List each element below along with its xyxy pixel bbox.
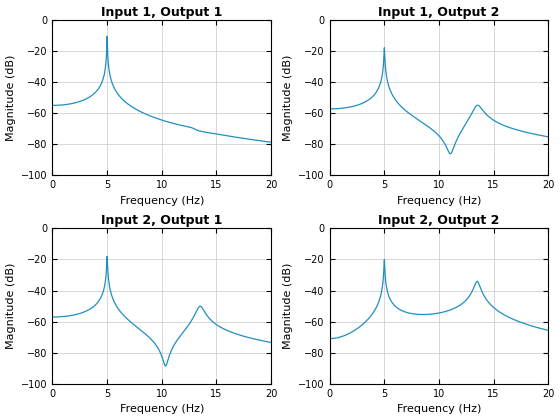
Y-axis label: Magnitude (dB): Magnitude (dB): [283, 54, 293, 141]
X-axis label: Frequency (Hz): Frequency (Hz): [120, 196, 204, 206]
Title: Input 2, Output 1: Input 2, Output 1: [101, 214, 222, 227]
X-axis label: Frequency (Hz): Frequency (Hz): [120, 404, 204, 415]
Y-axis label: Magnitude (dB): Magnitude (dB): [6, 54, 16, 141]
Title: Input 1, Output 2: Input 1, Output 2: [379, 5, 500, 18]
Y-axis label: Magnitude (dB): Magnitude (dB): [6, 263, 16, 349]
Title: Input 2, Output 2: Input 2, Output 2: [379, 214, 500, 227]
Title: Input 1, Output 1: Input 1, Output 1: [101, 5, 222, 18]
X-axis label: Frequency (Hz): Frequency (Hz): [397, 196, 481, 206]
X-axis label: Frequency (Hz): Frequency (Hz): [397, 404, 481, 415]
Y-axis label: Magnitude (dB): Magnitude (dB): [283, 263, 293, 349]
